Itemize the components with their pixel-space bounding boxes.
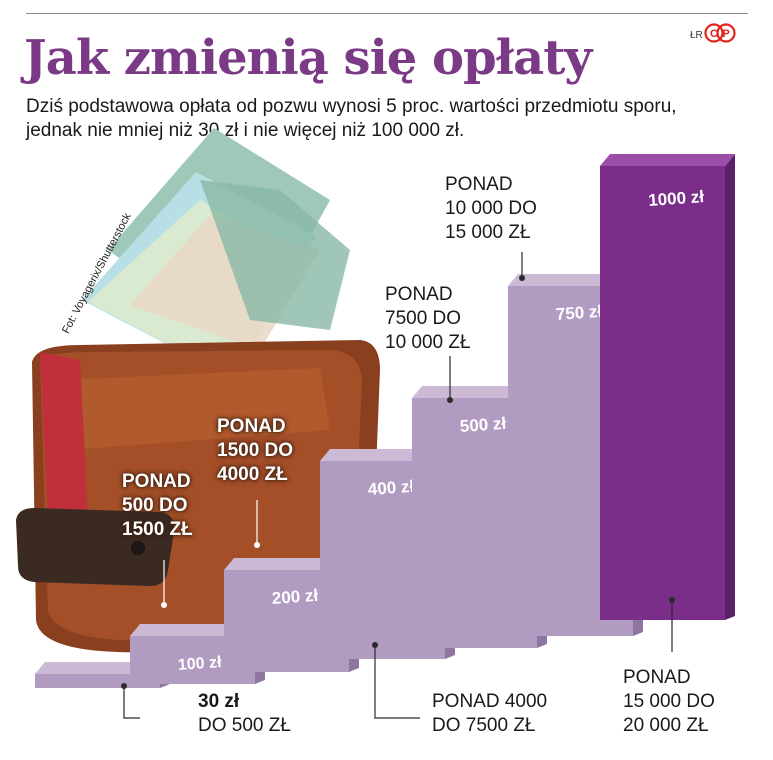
leader-dot — [669, 597, 675, 603]
category-label-line: 1500 ZŁ — [122, 519, 193, 540]
category-label: PONAD 1500 DO 4000 ZŁ — [217, 415, 293, 487]
category-label-line: 15 000 ZŁ — [445, 222, 531, 243]
category-label-line: 4000 ZŁ — [217, 464, 288, 485]
category-label-line: 7500 DO — [385, 308, 462, 329]
leader-dot — [519, 275, 525, 281]
bar-value-label: 1000 zł — [648, 187, 705, 210]
cp-logo-icon: C P — [704, 23, 736, 43]
category-label: PONAD 500 DO 1500 ZŁ — [122, 470, 193, 542]
leader-line — [123, 686, 140, 719]
svg-text:C: C — [710, 28, 718, 40]
category-label-line: 1500 DO — [217, 440, 294, 461]
bar-value-label: 400 zł — [367, 477, 415, 499]
bar-value-label: 30 zł — [198, 691, 240, 712]
author-credit: ŁR — [690, 30, 703, 41]
category-label-line: PONAD — [122, 471, 191, 492]
bar-value-label: 500 zł — [459, 414, 507, 436]
category-label-line: PONAD — [385, 284, 453, 305]
bar-value-label: 100 zł — [177, 654, 222, 674]
category-label-line: PONAD — [445, 174, 513, 195]
category-label-line: 20 000 ZŁ — [623, 715, 709, 736]
category-label-line: 10 000 DO — [445, 198, 537, 219]
bar-value-label: 750 zł — [555, 302, 603, 324]
category-label: PONAD 10 000 DO 15 000 ZŁ — [445, 173, 537, 245]
leader-dot — [121, 683, 127, 689]
bar-value-label: 200 zł — [271, 586, 319, 608]
leader-dot — [161, 602, 167, 608]
leader-dot — [372, 642, 378, 648]
category-label: PONAD 15 000 DO 20 000 ZŁ — [623, 666, 715, 738]
page-title: Jak zmienią się opłaty — [24, 30, 592, 86]
category-label-line: DO 7500 ZŁ — [432, 715, 536, 736]
category-label-line: 15 000 DO — [623, 691, 715, 712]
category-label-line: 500 DO — [122, 495, 188, 516]
category-label-line: PONAD — [217, 416, 286, 437]
banknote-photo-icon — [82, 128, 350, 380]
subtitle: Dziś podstawowa opłata od pozwu wynosi 5… — [26, 96, 677, 141]
category-label: PONAD 7500 DO 10 000 ZŁ — [385, 283, 471, 355]
category-label-line: DO 500 ZŁ — [198, 715, 291, 736]
category-label-line: PONAD 4000 — [432, 691, 548, 712]
category-label: 30 zł DO 500 ZŁ — [198, 690, 291, 738]
bar-7 — [600, 154, 735, 620]
leader-line — [374, 645, 420, 719]
leader-dot — [447, 397, 453, 403]
leader-dot — [254, 542, 260, 548]
category-label-line: 10 000 ZŁ — [385, 332, 471, 353]
category-label: PONAD 4000 DO 7500 ZŁ — [432, 690, 547, 738]
category-label-line: PONAD — [623, 667, 691, 688]
svg-text:P: P — [722, 28, 729, 40]
top-rule — [26, 13, 748, 14]
